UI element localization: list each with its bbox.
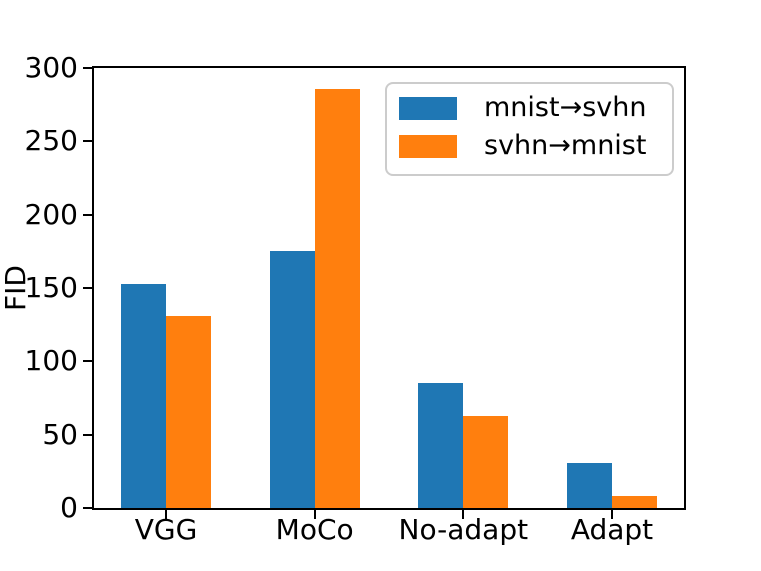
bar-adapt-mnist-svhn [567,462,612,508]
legend-item-mnist-svhn: mnist→svhn [399,89,672,127]
y-tick-label-300: 300 [24,51,78,84]
legend-label-mnist-svhn: mnist→svhn [484,92,647,123]
y-tick-label-50: 50 [42,417,78,451]
y-tick-mark-50 [83,433,92,436]
y-tick-mark-200 [83,213,92,216]
y-tick-label-250: 250 [24,124,78,158]
x-tick-label-no-adapt: No-adapt [398,513,529,546]
bar-vgg-svhn-mnist [166,315,211,508]
y-tick-label-150: 150 [24,271,78,304]
y-tick-mark-100 [83,360,92,363]
legend-swatch-svhn-mnist [399,134,457,158]
y-tick-label-100: 100 [24,344,78,378]
x-tick-label-vgg: VGG [134,513,198,546]
y-tick-mark-300 [83,67,92,69]
legend-swatch-mnist-svhn [399,96,457,120]
bar-moco-svhn-mnist [314,88,360,508]
x-tick-mark-moco [313,510,316,519]
legend: mnist→svhn svhn→mnist [385,82,674,176]
x-tick-label-adapt: Adapt [570,513,654,546]
legend-label-svhn-mnist: svhn→mnist [484,130,647,161]
x-tick-mark-adapt [611,510,613,519]
x-tick-mark-no-adapt [462,510,465,519]
y-tick-mark-0 [83,507,92,509]
y-tick-mark-250 [83,140,92,143]
plot-area: mnist→svhn svhn→mnist [92,66,686,510]
y-tick-label-200: 200 [24,197,78,231]
y-tick-label-0: 0 [60,491,78,524]
bar-adapt-svhn-mnist [612,496,657,508]
bar-vgg-mnist-svhn [121,283,166,508]
bar-moco-mnist-svhn [269,251,315,508]
legend-item-svhn-mnist: svhn→mnist [399,127,672,165]
y-tick-mark-150 [83,287,92,289]
x-tick-mark-vgg [165,510,167,519]
x-tick-label-moco: MoCo [275,513,354,546]
bar-no-adapt-mnist-svhn [418,383,464,508]
bar-no-adapt-svhn-mnist [463,415,509,508]
